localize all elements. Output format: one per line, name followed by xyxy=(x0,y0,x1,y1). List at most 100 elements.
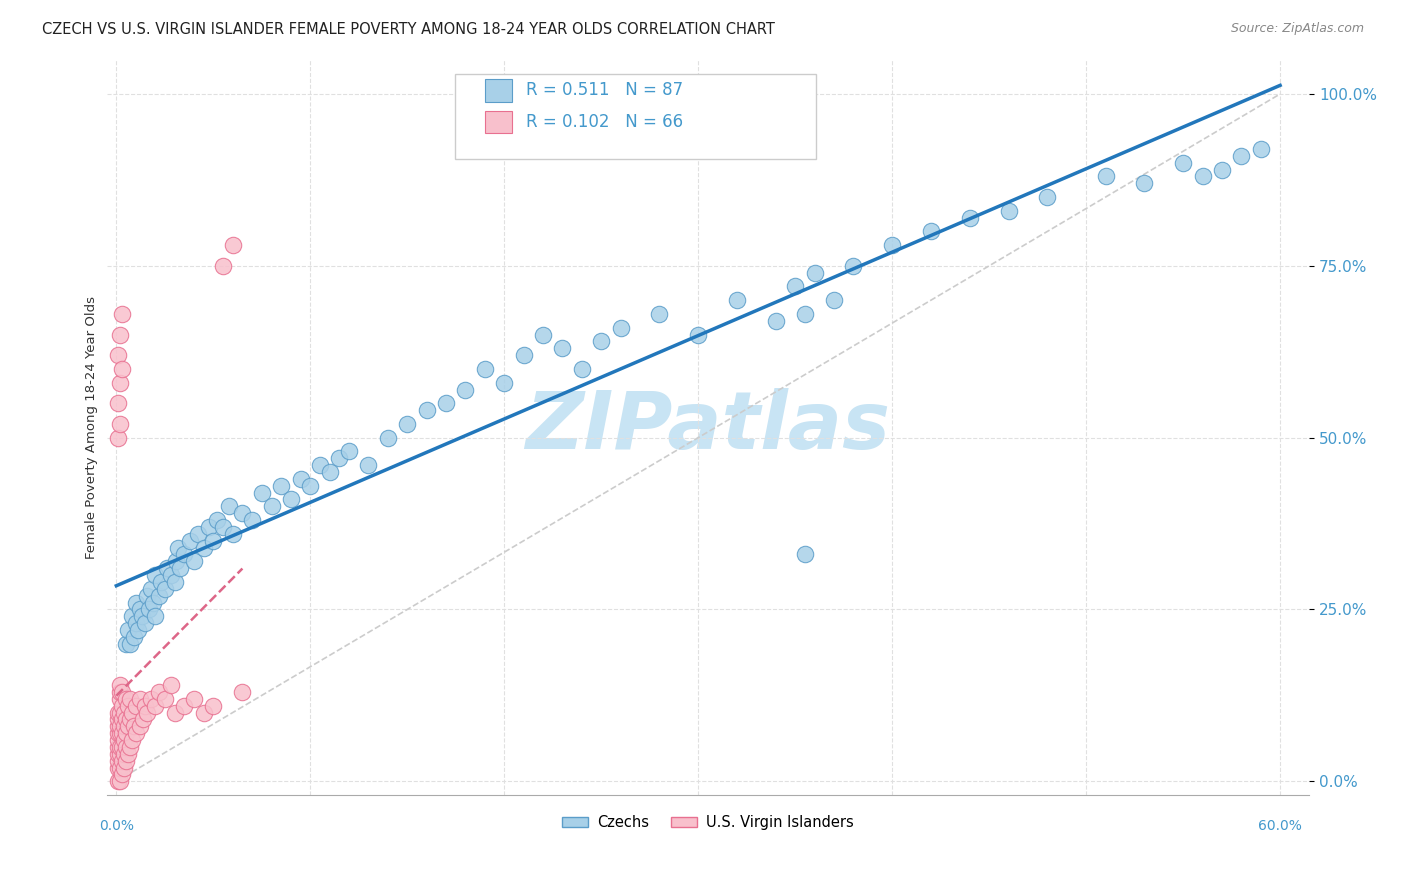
Point xyxy=(107,754,129,768)
Point xyxy=(396,417,419,431)
Point xyxy=(118,739,141,754)
Point xyxy=(153,691,176,706)
Point xyxy=(107,760,129,774)
Text: R = 0.511   N = 87: R = 0.511 N = 87 xyxy=(526,81,683,100)
Point xyxy=(765,314,787,328)
Point xyxy=(141,582,163,596)
Point xyxy=(280,492,302,507)
Point xyxy=(125,616,148,631)
Point xyxy=(134,698,156,713)
Point xyxy=(250,485,273,500)
Point xyxy=(108,726,131,740)
Point xyxy=(775,87,797,101)
Point xyxy=(803,266,825,280)
Point xyxy=(997,203,1019,218)
Point xyxy=(107,431,129,445)
Point xyxy=(107,719,129,733)
Point xyxy=(299,479,322,493)
Point xyxy=(108,376,131,390)
Point xyxy=(231,685,253,699)
Point xyxy=(551,341,574,355)
Point xyxy=(793,307,815,321)
Point xyxy=(202,533,225,548)
Point xyxy=(823,293,845,308)
Point xyxy=(111,362,134,376)
Text: R = 0.102   N = 66: R = 0.102 N = 66 xyxy=(526,113,683,131)
Point xyxy=(111,698,134,713)
Point xyxy=(107,706,129,720)
Text: Source: ZipAtlas.com: Source: ZipAtlas.com xyxy=(1230,22,1364,36)
Point xyxy=(108,327,131,342)
Point xyxy=(107,774,129,789)
Point xyxy=(648,307,671,321)
Point xyxy=(117,698,139,713)
Point xyxy=(231,506,253,520)
Point xyxy=(1133,177,1156,191)
Point xyxy=(141,691,163,706)
Point xyxy=(1171,155,1194,169)
Point xyxy=(169,561,191,575)
Point xyxy=(143,698,166,713)
Point xyxy=(591,334,613,349)
Point xyxy=(108,719,131,733)
Point xyxy=(149,574,172,589)
Point xyxy=(159,678,181,692)
Point xyxy=(115,713,138,727)
Point xyxy=(115,754,138,768)
Point xyxy=(920,224,942,238)
Point xyxy=(111,739,134,754)
Point xyxy=(163,574,186,589)
Point xyxy=(212,259,235,273)
Point xyxy=(117,719,139,733)
Point xyxy=(108,739,131,754)
Point xyxy=(112,706,135,720)
Point xyxy=(125,698,148,713)
Point xyxy=(148,589,170,603)
Point xyxy=(112,719,135,733)
Point xyxy=(415,403,437,417)
Point xyxy=(512,348,534,362)
Point xyxy=(112,733,135,747)
Point xyxy=(1094,169,1116,184)
Point xyxy=(454,383,477,397)
Point xyxy=(260,500,283,514)
Point xyxy=(143,568,166,582)
Point xyxy=(115,739,138,754)
Point xyxy=(112,747,135,761)
Point xyxy=(1036,190,1059,204)
Point xyxy=(434,396,457,410)
Point xyxy=(136,589,159,603)
Point xyxy=(131,609,153,624)
Point xyxy=(122,719,145,733)
Point xyxy=(107,396,129,410)
Point xyxy=(143,609,166,624)
Point xyxy=(107,726,129,740)
Text: 60.0%: 60.0% xyxy=(1258,819,1302,832)
Point xyxy=(166,554,188,568)
Bar xyxy=(485,79,512,102)
Point xyxy=(882,238,904,252)
Point xyxy=(121,609,143,624)
Text: CZECH VS U.S. VIRGIN ISLANDER FEMALE POVERTY AMONG 18-24 YEAR OLDS CORRELATION C: CZECH VS U.S. VIRGIN ISLANDER FEMALE POV… xyxy=(42,22,775,37)
Point xyxy=(212,520,235,534)
Point xyxy=(318,465,340,479)
Point xyxy=(222,526,245,541)
Point xyxy=(571,362,593,376)
Point xyxy=(1230,149,1253,163)
Point xyxy=(111,685,134,699)
Point xyxy=(128,691,150,706)
Point xyxy=(156,561,179,575)
Point xyxy=(107,739,129,754)
Point xyxy=(1250,142,1272,156)
FancyBboxPatch shape xyxy=(456,74,815,159)
Point xyxy=(117,747,139,761)
Point xyxy=(842,259,865,273)
Point xyxy=(108,417,131,431)
Point xyxy=(108,747,131,761)
Point xyxy=(167,541,190,555)
Point xyxy=(122,630,145,644)
Point xyxy=(115,691,138,706)
Point xyxy=(118,691,141,706)
Point xyxy=(222,238,245,252)
Point xyxy=(148,685,170,699)
